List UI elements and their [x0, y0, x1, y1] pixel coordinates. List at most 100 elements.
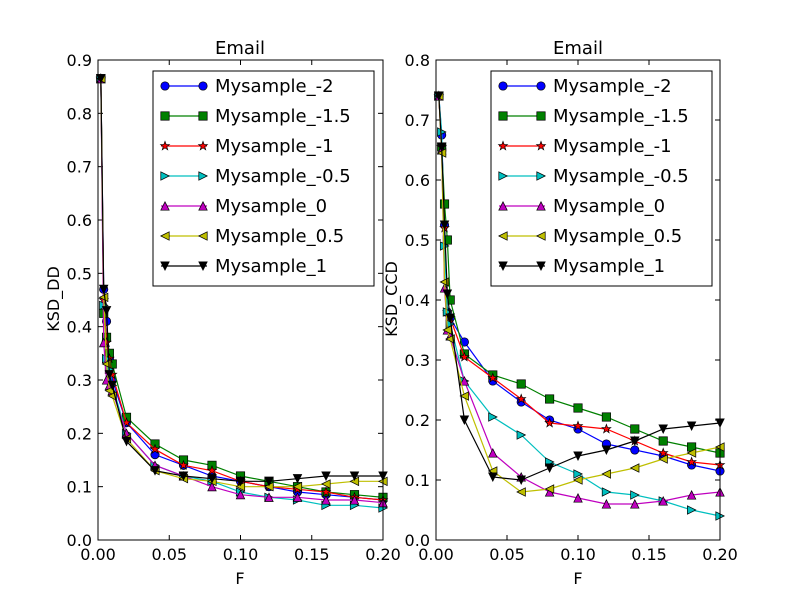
- data-point: [630, 436, 640, 446]
- y-tick-label: 0.3: [67, 371, 92, 390]
- data-point: [207, 481, 217, 492]
- plot-frame: [97, 59, 384, 541]
- data-point: [573, 469, 583, 479]
- legend-marker: [536, 111, 546, 121]
- data-point: [601, 445, 612, 455]
- data-point: [544, 463, 555, 473]
- legend-marker: [498, 201, 508, 211]
- data-point: [349, 495, 360, 505]
- data-point: [121, 436, 132, 447]
- data-point: [436, 142, 447, 152]
- legend-marker: [198, 81, 208, 91]
- data-point: [630, 490, 640, 500]
- y-tick-label: 0.4: [67, 318, 92, 337]
- legend-marker: [160, 111, 170, 121]
- legend-item: Mysample_-1.5: [160, 106, 351, 127]
- y-tick-label: 0.8: [405, 51, 430, 70]
- legend-marker: [198, 201, 208, 211]
- legend-marker: [197, 140, 209, 151]
- data-point: [101, 306, 112, 316]
- data-point: [439, 220, 450, 230]
- legend-label: Mysample_0: [553, 196, 665, 217]
- legend-marker: [498, 111, 508, 121]
- data-point: [687, 505, 697, 515]
- y-tick-label: 0.2: [67, 424, 92, 443]
- data-point: [573, 403, 583, 413]
- data-point: [264, 492, 274, 502]
- data-point: [630, 445, 640, 455]
- data-point: [96, 74, 106, 84]
- data-point: [292, 492, 303, 502]
- data-point: [107, 380, 118, 391]
- legend-marker: [536, 261, 546, 271]
- data-point: [320, 486, 332, 497]
- x-tick-label: 0.20: [365, 545, 401, 564]
- data-point: [544, 484, 555, 494]
- y-tick-label: 0.2: [405, 411, 430, 430]
- legend-box: [152, 70, 375, 287]
- data-point: [150, 450, 160, 460]
- data-point: [657, 447, 669, 458]
- data-point: [601, 469, 611, 479]
- y-tick-label: 0.3: [405, 351, 430, 370]
- data-point: [572, 420, 584, 431]
- x-tick-label: 0.00: [80, 545, 116, 564]
- legend-marker: [198, 231, 208, 241]
- legend-label: Mysample_-0.5: [553, 166, 689, 187]
- legend-box: [490, 70, 713, 287]
- data-point: [686, 456, 697, 467]
- data-point: [321, 471, 331, 481]
- axis-ticks: 0.00 0.05 0.10 0.15 0.20 0.0 0.1 0.2 0.3 0.4 0.5 0.…: [405, 51, 738, 564]
- data-point: [488, 412, 498, 422]
- data-point: [349, 471, 360, 481]
- legend-label: Mysample_0.5: [215, 226, 344, 247]
- legend-label: Mysample_-1: [553, 136, 672, 157]
- y-axis-label: KSD_DD: [44, 266, 64, 332]
- y-tick-label: 0.7: [67, 158, 92, 177]
- legend-marker: [536, 231, 546, 241]
- data-point: [601, 423, 612, 434]
- x-tick-label: 0.15: [294, 545, 330, 564]
- data-point: [207, 474, 217, 484]
- legend-label: Mysample_1: [215, 256, 327, 277]
- data-point: [686, 421, 697, 431]
- legend-item: Mysample_0: [498, 196, 665, 217]
- data-point: [150, 466, 160, 476]
- data-point: [516, 475, 526, 485]
- axis-ticks: 0.00 0.05 0.10 0.15 0.20 0.0 0.1 0.2 0.3 0.4 0.5 0.…: [67, 51, 401, 564]
- legend-marker: [160, 201, 170, 211]
- y-tick-label: 0.5: [67, 264, 92, 283]
- data-point: [515, 393, 527, 404]
- data-point: [178, 459, 189, 470]
- data-point: [629, 463, 640, 473]
- x-tick-label: 0.05: [151, 545, 187, 564]
- data-point: [487, 372, 499, 383]
- x-tick-label: 0.00: [418, 545, 454, 564]
- data-point: [601, 487, 612, 497]
- data-point: [98, 284, 109, 295]
- data-point: [235, 489, 246, 500]
- data-point: [459, 351, 470, 362]
- data-point: [601, 412, 611, 422]
- data-point: [439, 199, 450, 209]
- legend-marker: [160, 81, 170, 91]
- y-tick-label: 0.0: [67, 531, 92, 550]
- legend-item: Mysample_-0.5: [498, 166, 689, 187]
- legend-label: Mysample_0: [215, 196, 327, 217]
- data-point: [573, 475, 583, 485]
- legend-item: Mysample_-1: [159, 136, 334, 157]
- data-point: [573, 451, 583, 461]
- y-tick-label: 0.1: [405, 471, 430, 490]
- legend-label: Mysample_-2: [215, 76, 334, 97]
- y-axis-label: KSD_CCD: [382, 261, 402, 337]
- legend-marker: [160, 171, 170, 181]
- data-point: [235, 476, 246, 487]
- legend-marker: [160, 231, 170, 241]
- x-axis-label: F: [573, 569, 582, 588]
- legend: Mysample_-2 Mysample_-1.5 Mysample_-1 Mysam…: [152, 70, 375, 287]
- y-tick-label: 0.5: [405, 231, 430, 250]
- legend-item: Mysample_-2: [160, 76, 334, 97]
- chart-title: Email: [553, 38, 603, 59]
- data-point: [149, 443, 161, 454]
- data-point: [630, 499, 640, 509]
